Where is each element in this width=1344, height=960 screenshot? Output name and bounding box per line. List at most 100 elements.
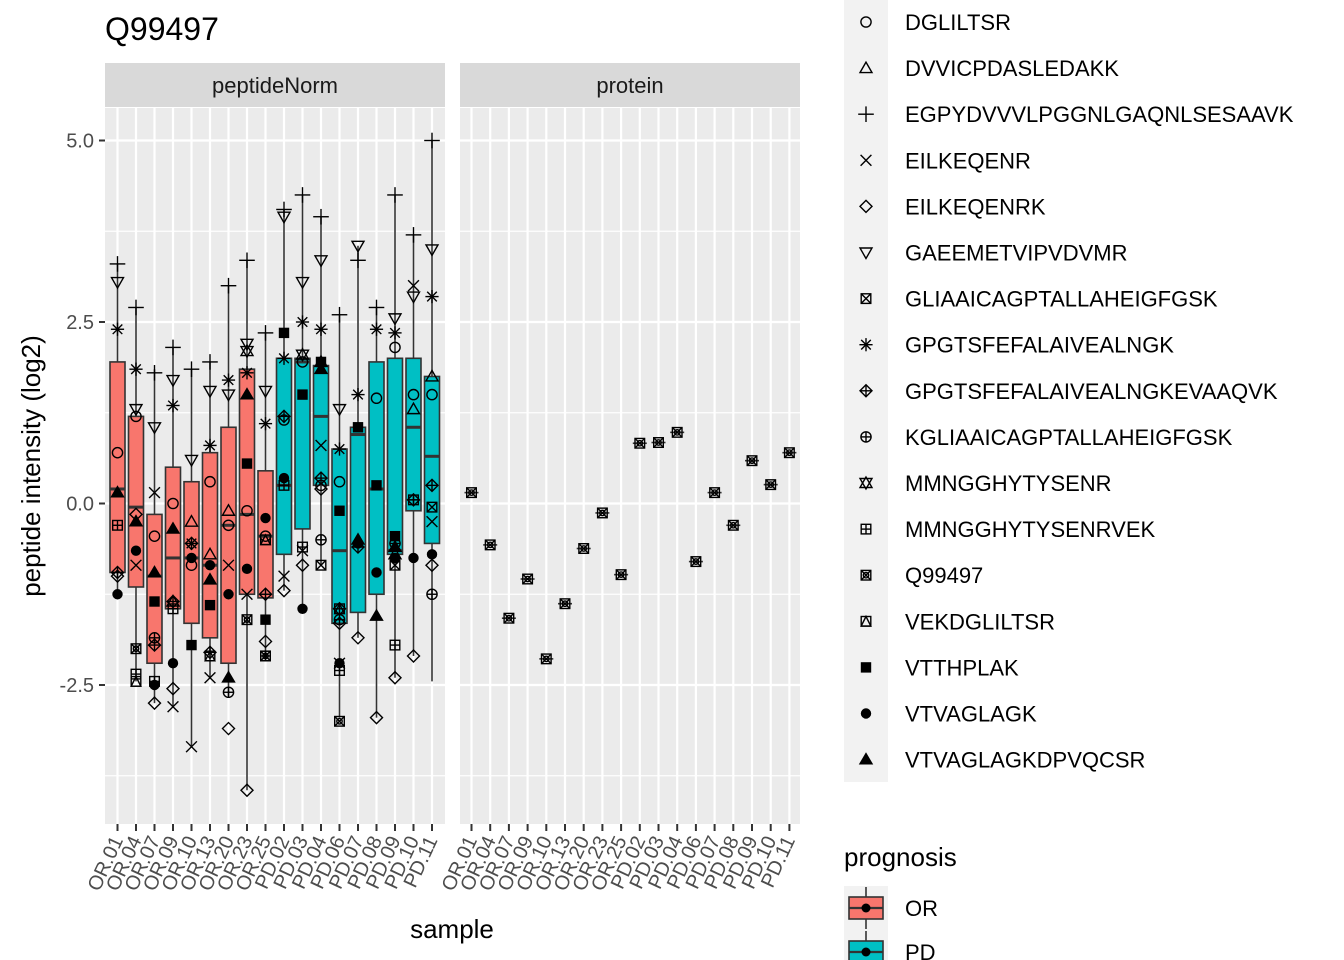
marker-diamond [295, 558, 310, 573]
marker-circle [333, 475, 346, 488]
marker-circle-plus [860, 431, 872, 443]
legend-label: MMNGGHYTYSENRVEK [905, 517, 1156, 542]
prognosis-legend: prognosis OR PD [844, 842, 957, 960]
marker-circle-plus [426, 588, 438, 601]
marker-circle [407, 388, 420, 401]
marker-triangle-filled [147, 565, 162, 578]
prognosis-key-OR [844, 886, 888, 930]
chart-title: Q99497 [105, 11, 219, 47]
marker-square-filled [260, 614, 271, 625]
marker-plus [331, 306, 348, 323]
marker-cross [148, 486, 161, 499]
marker-circle-cross [260, 650, 272, 662]
box-OR.07 [146, 369, 163, 704]
legend-label: KGLIAAICAGPTALLAHEIGFGSK [905, 425, 1233, 450]
marker-circle [111, 446, 124, 459]
marker-plus [165, 339, 181, 356]
marker-diamond-plus [425, 478, 439, 493]
marker-cross [185, 740, 198, 753]
protein-point [707, 487, 722, 499]
marker-circle [370, 392, 383, 405]
marker-square-triangle [259, 533, 272, 546]
protein-point [464, 487, 479, 499]
marker-asterisk [859, 338, 873, 352]
marker-triangle [184, 514, 199, 527]
marker-diamond [369, 710, 384, 725]
marker-diamond [332, 616, 347, 631]
marker-circle-plus [315, 534, 327, 546]
marker-circle-filled [204, 560, 216, 571]
prognosis-label: OR [905, 896, 938, 921]
protein-point [632, 437, 647, 449]
box-PD.02 [275, 209, 293, 591]
marker-square-filled [371, 480, 382, 491]
marker-cross [278, 570, 290, 582]
marker-circle [167, 497, 179, 510]
marker-square-plus [111, 519, 123, 531]
legend-label: GPGTSFEFALAIVEALNGK [905, 333, 1174, 358]
marker-circle-plus [222, 686, 235, 699]
legend-label: VEKDGLILTSR [905, 609, 1055, 634]
marker-circle [148, 530, 161, 542]
marker-diamond [166, 681, 180, 696]
marker-circle-cross [334, 715, 346, 727]
marker-cross [860, 154, 872, 167]
marker-asterisk [221, 373, 236, 387]
marker-diamond [388, 670, 402, 685]
marker-triangle-down [332, 403, 347, 417]
marker-circle-filled [426, 549, 438, 560]
marker-triangle [221, 503, 236, 516]
marker-asterisk [184, 536, 199, 551]
marker-triangle-filled [858, 752, 874, 765]
marker-circle-filled [278, 472, 290, 484]
protein-point [520, 573, 535, 585]
marker-triangle-filled [110, 485, 125, 498]
marker-plus [313, 208, 329, 225]
marker-square-filled [860, 662, 872, 673]
marker-asterisk [425, 289, 439, 304]
marker-triangle-filled [165, 521, 181, 534]
marker-circle-filled [860, 708, 872, 719]
marker-asterisk [203, 438, 217, 453]
marker-triangle-down [110, 276, 125, 290]
marker-circle-filled [149, 679, 160, 691]
marker-square-triangle [860, 614, 872, 627]
marker-triangle-down [165, 374, 181, 388]
marker-star-of-david [295, 347, 310, 363]
marker-diamond-plus [314, 471, 328, 486]
legend-label: DGLILTSR [905, 10, 1011, 35]
legend-label: GPGTSFEFALAIVEALNGKEVAAQVK [905, 379, 1278, 404]
marker-circle-filled [130, 545, 142, 556]
protein-points [464, 426, 797, 665]
protein-point [483, 539, 498, 551]
marker-square-filled [186, 639, 197, 651]
y-axis-title: peptide intensity (log2) [16, 335, 46, 597]
protein-point [726, 519, 741, 531]
marker-triangle-down [406, 291, 421, 305]
marker-plus [387, 187, 403, 203]
marker-circle-cross [746, 455, 758, 467]
marker-circle-filled [241, 563, 253, 575]
marker-circle-filled [186, 552, 197, 564]
marker-triangle-down [350, 240, 366, 254]
marker-asterisk [314, 322, 328, 336]
marker-cross [315, 439, 327, 452]
legend-label: VTVAGLAGKDPVQCSR [905, 748, 1145, 773]
y-axis: -2.5 0.0 2.5 5.0 [60, 131, 105, 697]
marker-plus [276, 201, 292, 218]
marker-circle-cross [559, 598, 571, 610]
marker-diamond [351, 630, 365, 645]
marker-cross [130, 559, 142, 572]
marker-cross [222, 559, 235, 572]
peptide-legend: DGLILTSR DVVICPDASLEDAKK EGPYDVVVLPGGNLGAQ… [844, 0, 1294, 782]
marker-circle-cross [484, 539, 496, 551]
marker-circle [426, 388, 438, 401]
marker-circle-cross [130, 643, 142, 655]
marker-square-plus [297, 541, 309, 553]
marker-square-plus [408, 494, 420, 506]
marker-square-triangle [130, 675, 142, 687]
y-tick-label: 5.0 [66, 131, 94, 153]
marker-triangle-down [184, 454, 199, 468]
marker-triangle [424, 369, 440, 382]
